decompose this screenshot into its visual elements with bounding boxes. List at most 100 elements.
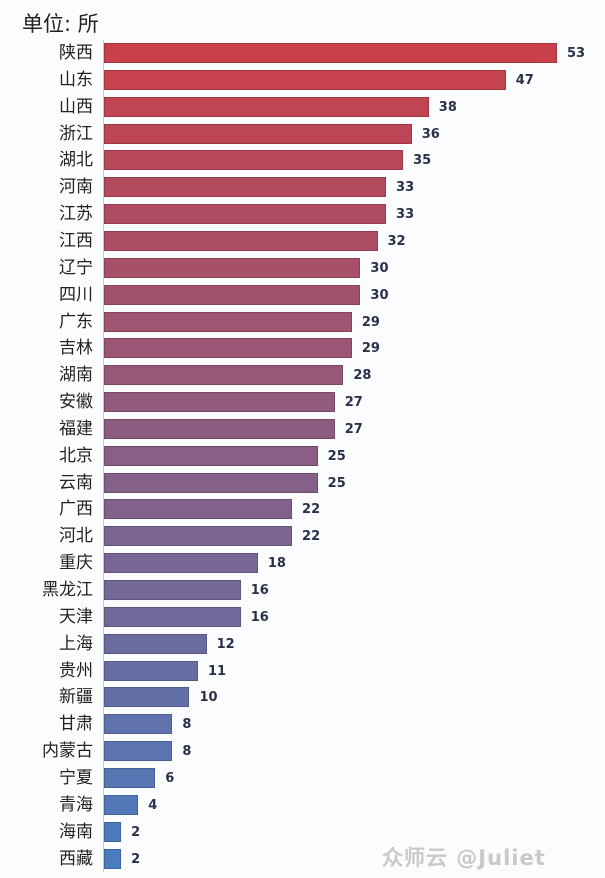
value-label: 53	[567, 46, 586, 61]
bar-row: 宁夏 6	[0, 765, 605, 792]
bar-row: 内蒙古 8	[0, 738, 605, 765]
value-label: 16	[250, 583, 269, 598]
bar-row: 山东 47	[0, 67, 605, 94]
bar	[104, 714, 173, 735]
category-label: 甘肃	[59, 714, 93, 735]
category-label: 海南	[59, 821, 93, 842]
bar	[104, 606, 241, 627]
category-label: 福建	[59, 418, 93, 439]
bar-row: 青海 4	[0, 792, 605, 819]
bar	[104, 794, 139, 815]
bar	[104, 848, 122, 869]
category-label: 河北	[59, 526, 93, 547]
value-label: 22	[302, 502, 321, 518]
value-label: 30	[370, 287, 389, 303]
bar	[104, 257, 361, 278]
bar	[104, 687, 190, 708]
bar	[104, 123, 412, 144]
category-label: 云南	[59, 472, 93, 493]
watermark: 众师云 @Juliet	[382, 846, 546, 870]
bar	[104, 741, 173, 762]
value-label: 29	[361, 341, 380, 357]
value-label: 18	[267, 556, 286, 572]
bar	[104, 553, 258, 574]
category-label: 四川	[59, 284, 93, 305]
bar-row: 海南 2	[0, 819, 605, 846]
bar	[104, 150, 404, 171]
bar-row: 安徽 27	[0, 389, 605, 416]
bar-row: 新疆 10	[0, 684, 605, 711]
bar	[104, 499, 293, 520]
bar	[104, 204, 387, 225]
bar-row: 云南 25	[0, 470, 605, 497]
bar-row: 广东 29	[0, 309, 605, 336]
value-label: 28	[353, 368, 372, 384]
value-label: 2	[131, 824, 141, 840]
bar	[104, 472, 318, 493]
unit-label: 单位: 所	[22, 12, 99, 36]
value-label: 33	[396, 207, 415, 223]
category-label: 山西	[59, 96, 93, 117]
category-label: 安徽	[59, 392, 93, 413]
bar	[104, 230, 378, 251]
value-label: 2	[131, 851, 141, 867]
value-label: 38	[438, 99, 457, 115]
bar-row: 湖北 35	[0, 147, 605, 174]
bar	[104, 767, 156, 788]
value-label: 32	[387, 233, 406, 249]
value-label: 30	[370, 260, 389, 276]
value-label: 4	[148, 797, 158, 813]
value-label: 8	[182, 717, 192, 733]
bar	[104, 69, 506, 90]
bar-row: 贵州 11	[0, 658, 605, 685]
value-label: 25	[327, 475, 346, 491]
category-label: 山东	[59, 69, 93, 90]
bar-row: 重庆 18	[0, 550, 605, 577]
bar	[104, 526, 293, 547]
bar-row: 山西 38	[0, 94, 605, 121]
bar-row: 福建 27	[0, 416, 605, 443]
value-label: 6	[165, 770, 175, 786]
bar	[104, 418, 335, 439]
category-label: 新疆	[59, 687, 93, 708]
bar-row: 广西 22	[0, 496, 605, 523]
value-label: 10	[199, 690, 218, 706]
category-label: 广西	[59, 499, 93, 520]
category-label: 西藏	[59, 848, 93, 869]
category-label: 湖南	[59, 365, 93, 386]
category-label: 江西	[59, 230, 93, 251]
value-label: 12	[216, 636, 235, 652]
bar-row: 江西 32	[0, 228, 605, 255]
bar-row: 四川 30	[0, 282, 605, 309]
y-axis-line	[103, 40, 104, 872]
category-label: 贵州	[59, 660, 93, 681]
bar-row: 吉林 29	[0, 335, 605, 362]
value-label: 29	[361, 314, 380, 330]
category-label: 宁夏	[59, 767, 93, 788]
value-label: 27	[344, 421, 363, 437]
value-label: 36	[421, 126, 440, 142]
bar	[104, 392, 335, 413]
bar-row: 河南 33	[0, 174, 605, 201]
bar-row: 天津 16	[0, 604, 605, 631]
value-label: 11	[208, 663, 227, 679]
bar-row: 甘肃 8	[0, 711, 605, 738]
bar	[104, 43, 557, 63]
bar-row: 西藏 2	[0, 846, 605, 873]
category-label: 黑龙江	[42, 580, 93, 600]
bar-row: 北京 25	[0, 443, 605, 470]
bar-row: 河北 22	[0, 523, 605, 550]
category-label: 广东	[59, 311, 93, 332]
bar	[104, 177, 387, 198]
bar	[104, 821, 122, 842]
bar-row: 湖南 28	[0, 362, 605, 389]
value-label: 25	[327, 448, 346, 464]
category-label: 上海	[59, 633, 93, 654]
bar	[104, 96, 429, 117]
value-label: 16	[250, 609, 269, 625]
category-label: 青海	[59, 794, 93, 815]
bar	[104, 580, 241, 600]
bar	[104, 445, 318, 466]
value-label: 22	[302, 529, 321, 545]
category-label: 天津	[59, 606, 93, 627]
